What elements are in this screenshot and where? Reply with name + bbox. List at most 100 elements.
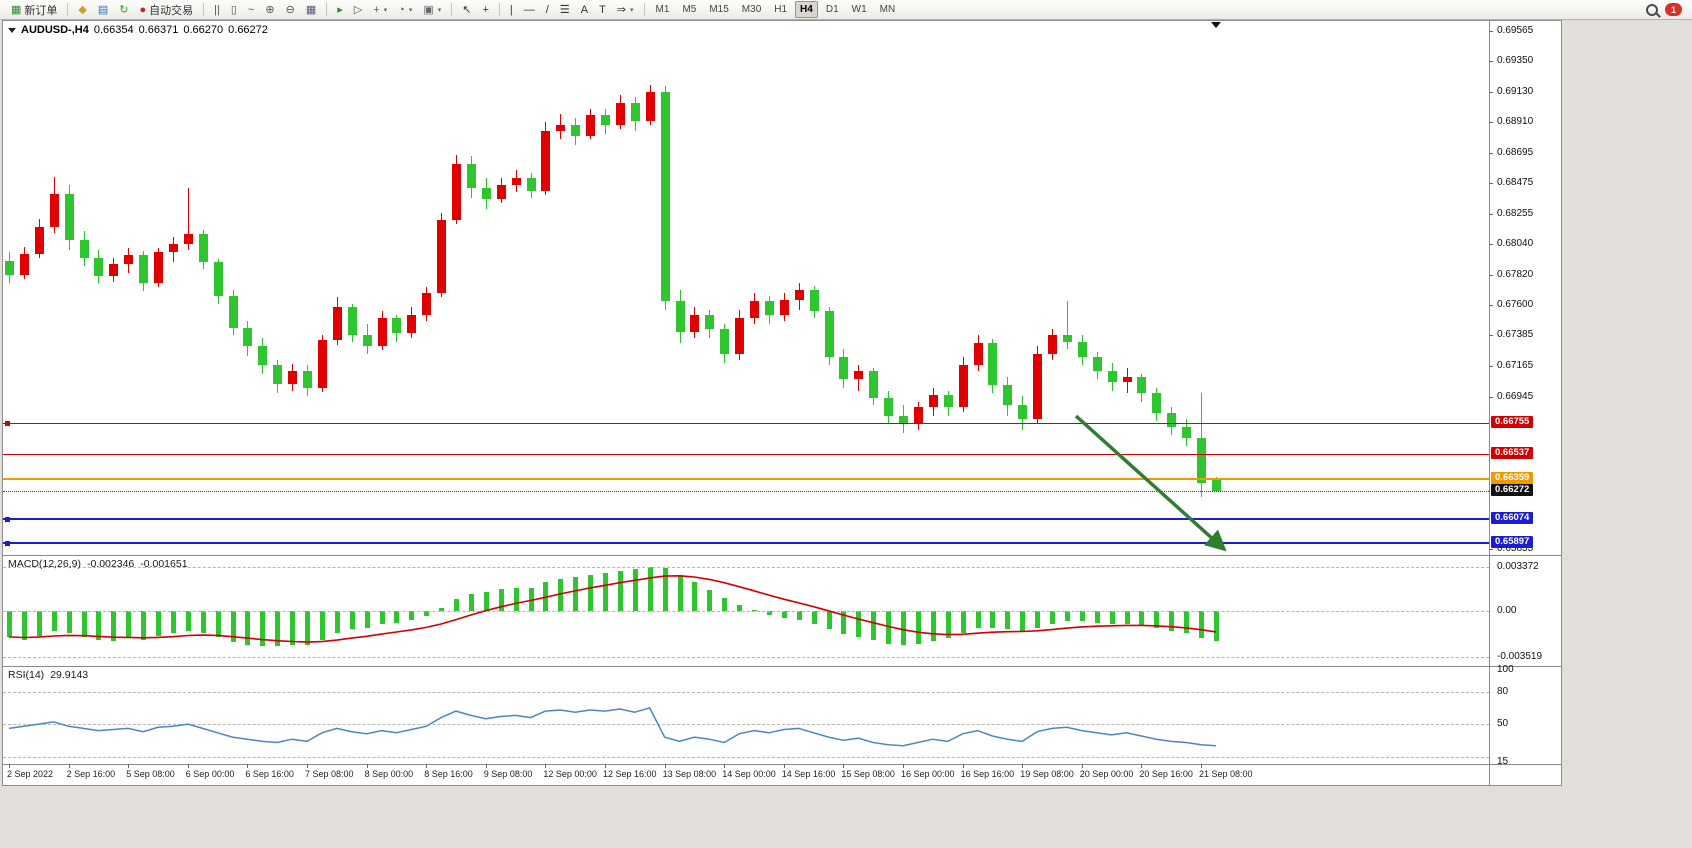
price-line-0.66272[interactable] [3,490,1489,492]
chart-area[interactable]: AUDUSD-,H4 0.66354 0.66371 0.66270 0.662… [3,21,1561,785]
symbol-collapse-icon[interactable] [8,27,16,33]
candle [660,91,670,302]
price-tick [1489,366,1493,368]
text-tool[interactable]: A [576,1,593,19]
price-tick [1489,122,1493,124]
search-icon[interactable] [1646,3,1658,16]
macd-histogram-bar [930,611,936,641]
arrows-tool[interactable]: ⇒ ▾ [612,1,639,19]
time-tick [545,764,547,768]
macd-histogram-bar [7,611,12,637]
price-line-0.66537[interactable] [3,453,1489,455]
chart-window[interactable]: AUDUSD-,H4 0.66354 0.66371 0.66270 0.662… [2,20,1562,786]
candle [854,371,864,380]
refresh-icon[interactable]: ↻ [114,1,133,19]
macd-histogram-bar [1213,611,1219,642]
price-line-0.66074[interactable] [3,517,1489,520]
price-tick [1489,305,1493,307]
market-watch-icon[interactable]: ▤ [93,1,113,19]
autotrading-button[interactable]: ● 自动交易 [135,1,199,19]
price-tick-label: 0.69130 [1497,85,1534,97]
candle [630,102,640,122]
macd-histogram-bar [1020,611,1026,631]
macd-histogram-bar [558,578,564,611]
macd-histogram-bar [662,568,668,611]
zoom-out-button[interactable]: ⊖ [281,1,300,19]
chart-shift-button[interactable]: ▷ [349,1,367,19]
price-line-handle[interactable] [5,541,10,547]
time-label: 20 Sep 00:00 [1079,769,1134,779]
rsi-axis-label: 100 [1497,664,1514,675]
candlestick-chart-button[interactable]: ▯ [226,1,242,19]
bar-chart-button[interactable]: || [209,1,225,19]
price-line-0.65897[interactable] [3,542,1489,545]
candle [615,102,625,126]
refresh-icon-glyph: ↻ [119,3,129,16]
timeframe-button-h4[interactable]: H4 [795,1,818,18]
timeframe-button-h1[interactable]: H1 [774,4,788,15]
rsi-line [8,707,1216,747]
toolbar-separator [643,3,645,16]
candle [943,394,953,408]
autoscroll-button[interactable]: ▸ [332,1,348,19]
vertical-line-tool[interactable]: | [505,1,518,19]
timeframe-button-mn[interactable]: MN [879,4,896,15]
tile-windows-button[interactable]: ▦ [301,1,321,19]
price-tick-label: 0.68040 [1497,237,1534,249]
quote-high: 0.66371 [138,24,179,36]
candle [481,188,491,200]
candle [1197,438,1206,483]
timeframe-button-w1[interactable]: W1 [851,4,867,15]
crosshair-tool[interactable]: + [477,1,493,19]
new-order-button[interactable]: ▦ 新订单 [6,1,62,19]
timeframe-button-m5[interactable]: M5 [682,4,697,15]
notification-badge[interactable]: 1 [1665,3,1682,16]
macd-histogram-bar [21,611,27,640]
macd-level-line [3,656,1489,658]
candle [556,125,566,131]
label-tool[interactable]: T [594,1,611,19]
macd-value: -0.002346 [86,558,135,570]
macd-rsi-separator [3,666,1561,667]
templates-button[interactable]: ▣ ▾ [418,1,446,19]
trendline-tool[interactable]: / [541,1,554,19]
macd-histogram-bar [349,611,355,630]
candle [1122,376,1132,383]
indicators-button[interactable]: + ▾ [368,1,392,19]
candle [124,255,134,264]
macd-histogram-bar [543,582,549,611]
candle [1137,376,1147,394]
macd-histogram-bar [722,598,728,611]
label-glyph: T [599,3,606,16]
price-line-0.66359[interactable] [3,477,1489,480]
macd-label: MACD(12,26,9) [8,558,81,570]
candle [1167,412,1177,427]
price-line-handle[interactable] [5,516,10,522]
macd-histogram-bar [811,611,817,624]
price-line-handle[interactable] [5,421,10,427]
line-chart-button[interactable]: ~ [243,1,259,19]
macd-histogram-bar [692,582,698,611]
zoom-out-glyph: ⊖ [285,3,295,16]
timeframe-button-m15[interactable]: M15 [709,4,729,15]
candle [109,263,119,277]
macd-histogram-bar [945,611,951,639]
cursor-tool[interactable]: ↖ [457,1,476,19]
timeframe-button-m30[interactable]: M30 [741,4,762,15]
timeframe-button-d1[interactable]: D1 [825,4,839,15]
autoscroll-glyph: ▸ [337,3,343,16]
rsi-value: 29.9143 [50,669,89,681]
candle [288,371,298,384]
candle [347,306,357,335]
time-tick [903,764,904,768]
zoom-in-button[interactable]: ⊕ [260,1,279,19]
metaeditor-icon[interactable]: ◆ [73,1,91,19]
price-line-0.66755[interactable] [3,423,1489,425]
candle [1182,426,1192,439]
fibonacci-tool[interactable]: ☰ [555,1,575,19]
horizontal-line-tool[interactable]: — [519,1,540,19]
periods-button[interactable]: ◔ ▾ [393,1,417,19]
timeframe-button-m1[interactable]: M1 [655,4,670,15]
macd-histogram-bar [1199,611,1204,639]
macd-histogram-bar [498,588,504,611]
